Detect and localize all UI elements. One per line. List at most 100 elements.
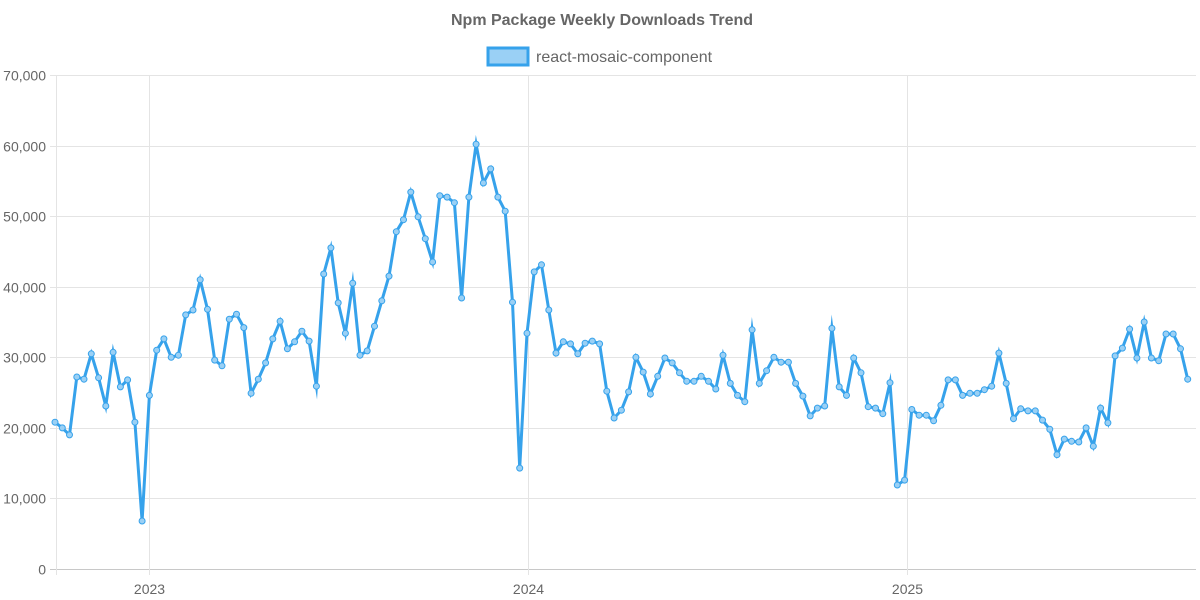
data-point[interactable] bbox=[843, 391, 850, 399]
data-point[interactable] bbox=[1118, 344, 1126, 352]
data-point[interactable] bbox=[697, 372, 705, 380]
data-point[interactable] bbox=[153, 346, 161, 354]
data-point[interactable] bbox=[574, 350, 582, 358]
data-point[interactable] bbox=[1097, 404, 1105, 412]
data-point[interactable] bbox=[240, 324, 248, 332]
data-point[interactable] bbox=[160, 335, 168, 343]
data-point[interactable] bbox=[1068, 437, 1076, 445]
data-point[interactable] bbox=[450, 199, 458, 207]
data-point[interactable] bbox=[966, 389, 974, 397]
data-point[interactable] bbox=[617, 406, 625, 414]
data-point[interactable] bbox=[262, 359, 270, 367]
data-point[interactable] bbox=[487, 165, 495, 173]
data-point[interactable] bbox=[632, 353, 640, 361]
data-point[interactable] bbox=[494, 193, 502, 201]
data-point[interactable] bbox=[509, 298, 516, 306]
data-point[interactable] bbox=[189, 306, 197, 314]
data-point[interactable] bbox=[995, 349, 1003, 357]
data-point[interactable] bbox=[959, 391, 967, 399]
data-point[interactable] bbox=[545, 306, 553, 314]
data-point[interactable] bbox=[770, 353, 778, 361]
data-point[interactable] bbox=[755, 379, 763, 387]
data-point[interactable] bbox=[436, 192, 444, 200]
data-point[interactable] bbox=[1002, 379, 1010, 387]
data-point[interactable] bbox=[988, 382, 996, 390]
data-point[interactable] bbox=[922, 411, 930, 419]
data-point[interactable] bbox=[407, 188, 415, 196]
data-point[interactable] bbox=[828, 324, 836, 332]
data-point[interactable] bbox=[973, 389, 981, 397]
data-point[interactable] bbox=[1111, 352, 1119, 360]
data-point[interactable] bbox=[1010, 415, 1017, 423]
data-point[interactable] bbox=[879, 410, 887, 418]
data-point[interactable] bbox=[763, 367, 771, 375]
data-point[interactable] bbox=[327, 244, 335, 252]
data-point[interactable] bbox=[741, 398, 749, 406]
data-point[interactable] bbox=[479, 179, 487, 187]
data-point[interactable] bbox=[719, 351, 727, 359]
data-point[interactable] bbox=[639, 368, 647, 376]
data-point[interactable] bbox=[421, 235, 429, 243]
data-point[interactable] bbox=[472, 140, 480, 148]
data-point[interactable] bbox=[392, 228, 400, 236]
data-point[interactable] bbox=[646, 390, 654, 398]
data-point[interactable] bbox=[872, 404, 879, 412]
data-point[interactable] bbox=[523, 329, 531, 337]
data-point[interactable] bbox=[690, 377, 698, 385]
legend-swatch[interactable] bbox=[486, 46, 530, 67]
data-point[interactable] bbox=[429, 258, 437, 266]
data-point[interactable] bbox=[559, 338, 567, 346]
data-point[interactable] bbox=[124, 376, 132, 384]
data-point[interactable] bbox=[443, 193, 451, 201]
data-point[interactable] bbox=[95, 374, 103, 382]
data-point[interactable] bbox=[204, 305, 211, 313]
data-point[interactable] bbox=[349, 279, 357, 287]
data-point[interactable] bbox=[1075, 438, 1083, 446]
data-point[interactable] bbox=[276, 317, 284, 325]
data-point[interactable] bbox=[80, 375, 88, 383]
data-point[interactable] bbox=[334, 299, 342, 307]
data-point[interactable] bbox=[937, 401, 945, 409]
data-point[interactable] bbox=[501, 207, 509, 215]
data-point[interactable] bbox=[269, 335, 277, 343]
data-point[interactable] bbox=[131, 418, 139, 426]
data-point[interactable] bbox=[109, 348, 117, 356]
data-point[interactable] bbox=[167, 353, 175, 361]
data-point[interactable] bbox=[102, 402, 110, 410]
data-point[interactable] bbox=[1046, 425, 1054, 433]
data-point[interactable] bbox=[792, 379, 800, 387]
data-point[interactable] bbox=[944, 376, 952, 384]
data-point[interactable] bbox=[668, 359, 676, 367]
data-point[interactable] bbox=[908, 406, 916, 413]
data-point[interactable] bbox=[196, 276, 204, 284]
data-point[interactable] bbox=[400, 216, 407, 224]
data-point[interactable] bbox=[1169, 330, 1177, 338]
data-point[interactable] bbox=[734, 391, 741, 399]
data-point[interactable] bbox=[654, 372, 662, 380]
data-point[interactable] bbox=[51, 418, 59, 426]
data-point[interactable] bbox=[676, 369, 683, 377]
data-point[interactable] bbox=[312, 382, 320, 390]
data-point[interactable] bbox=[1133, 354, 1141, 362]
data-point[interactable] bbox=[530, 268, 538, 276]
data-point[interactable] bbox=[777, 358, 785, 366]
data-point[interactable] bbox=[1177, 345, 1184, 353]
data-point[interactable] bbox=[363, 347, 371, 355]
data-point[interactable] bbox=[1060, 435, 1068, 443]
data-point[interactable] bbox=[951, 376, 959, 384]
data-point[interactable] bbox=[683, 377, 691, 385]
data-point[interactable] bbox=[806, 412, 814, 420]
data-point[interactable] bbox=[233, 310, 240, 318]
data-point[interactable] bbox=[1039, 416, 1046, 424]
data-point[interactable] bbox=[116, 383, 124, 391]
data-point[interactable] bbox=[58, 424, 66, 432]
data-point[interactable] bbox=[893, 481, 901, 489]
data-point[interactable] bbox=[1140, 318, 1148, 326]
data-point[interactable] bbox=[538, 261, 545, 269]
data-point[interactable] bbox=[182, 311, 190, 319]
data-point[interactable] bbox=[581, 339, 589, 347]
data-point[interactable] bbox=[930, 417, 938, 425]
data-point[interactable] bbox=[886, 379, 894, 387]
data-point[interactable] bbox=[610, 414, 618, 422]
data-point[interactable] bbox=[73, 373, 81, 381]
